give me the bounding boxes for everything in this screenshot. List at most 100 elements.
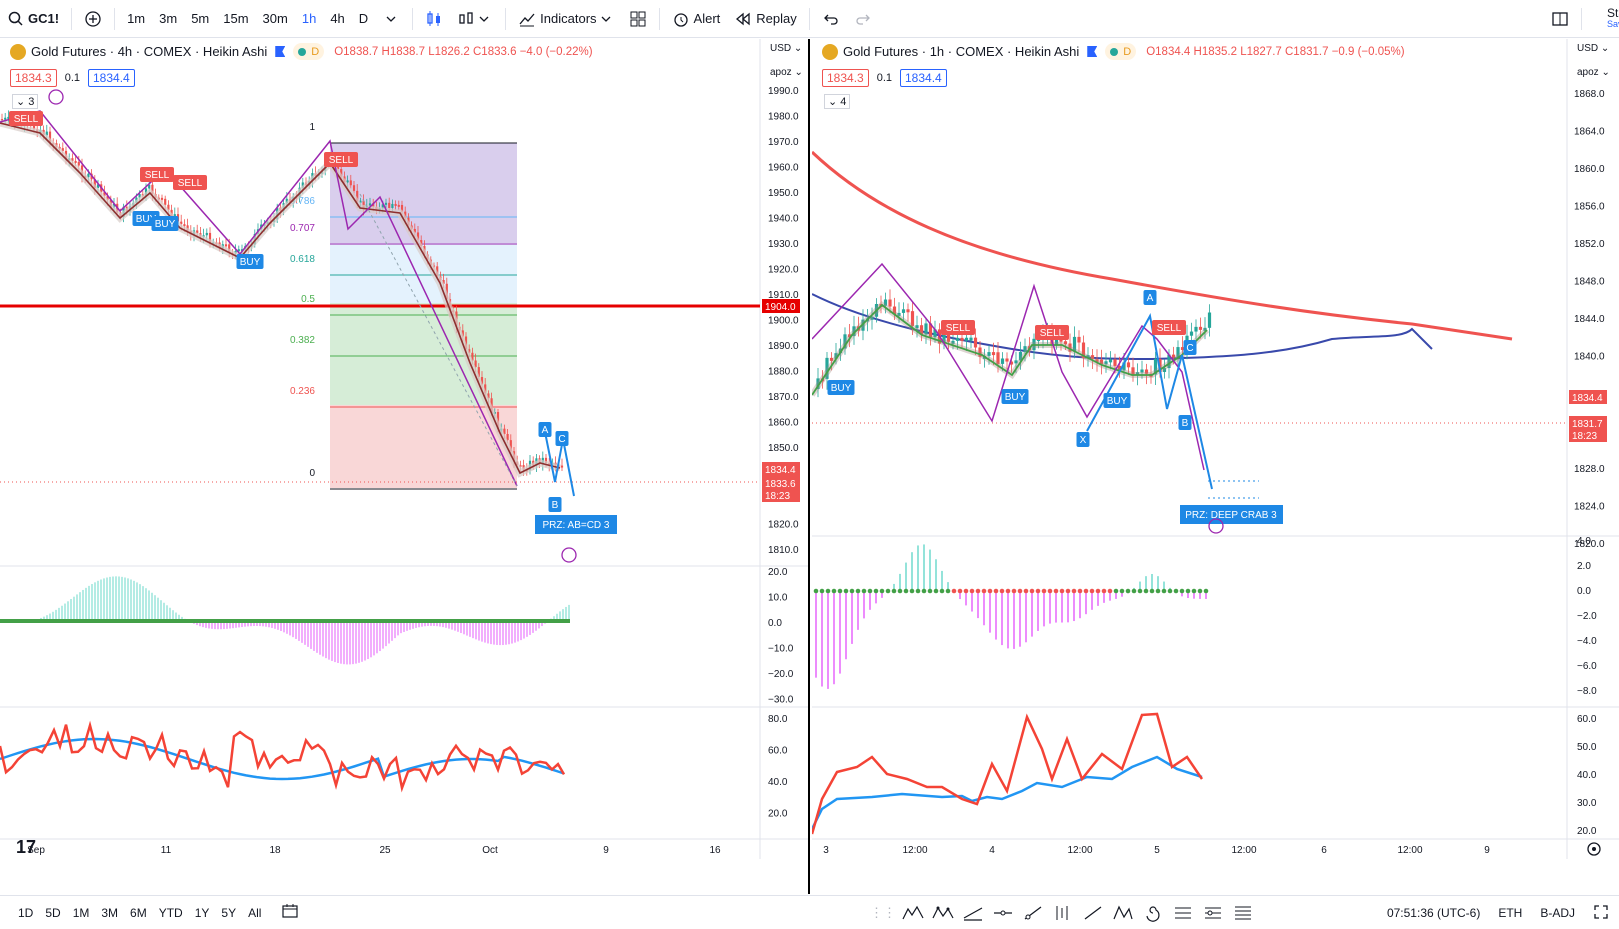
symbol-search[interactable]: GC1! <box>0 0 66 38</box>
drawing-tools: ⋮⋮ <box>868 896 1258 929</box>
xabcd-pattern-tool-icon[interactable] <box>928 899 958 927</box>
time-axis-label: 25 <box>379 845 391 856</box>
sell-price-button[interactable]: 1834.3 <box>10 69 57 87</box>
interval-1h[interactable]: 1h <box>301 11 317 26</box>
gann-tool-icon[interactable] <box>1198 899 1228 927</box>
chart-pane-1h[interactable]: A C X B PRZ: DEEP CRAB 3 SELL SELL SELL BUY BUY BU… <box>812 39 1619 894</box>
sell-signal <box>941 320 975 335</box>
candle <box>228 244 231 253</box>
candles-icon <box>427 10 441 26</box>
candle <box>480 377 484 385</box>
adjustment-toggle[interactable]: B-ADJ <box>1540 906 1575 920</box>
session-toggle[interactable]: ETH <box>1498 906 1523 920</box>
drag-handle-icon[interactable]: ⋮⋮ <box>870 905 896 920</box>
elliott-wave-tool-icon[interactable] <box>898 899 928 927</box>
interval-5m[interactable]: 5m <box>191 11 210 26</box>
price-axis-label: 1870.0 <box>768 392 799 403</box>
delay-badge[interactable]: D <box>1105 43 1137 60</box>
range-3m[interactable]: 3M <box>101 905 119 920</box>
fib-retracement-tool-icon[interactable] <box>1228 899 1258 927</box>
sell-signal-label: SELL <box>329 155 354 166</box>
candle <box>964 337 969 341</box>
interval-d[interactable]: D <box>358 11 369 26</box>
alert-button[interactable]: Alert <box>665 0 728 38</box>
countdown-tag <box>762 488 800 502</box>
price-axis-label: 1828.0 <box>1574 464 1605 475</box>
redo-button[interactable] <box>847 0 879 38</box>
chart-pane-4h[interactable]: 1 0.786 0.707 0.618 0.5 0.382 0.236 0 1904.0 A C B P… <box>0 39 810 894</box>
replay-button[interactable]: Replay <box>727 0 803 38</box>
fullscreen-button[interactable] <box>1593 904 1609 923</box>
trend-lines-tool-icon[interactable] <box>958 899 988 927</box>
macd-signal-dot <box>987 588 993 594</box>
compare-button[interactable] <box>77 0 109 38</box>
candle <box>7 116 10 119</box>
interval-dropdown[interactable] <box>375 0 407 38</box>
currency-selector[interactable]: USD ⌄ <box>770 43 803 54</box>
delay-badge[interactable]: D <box>293 43 325 60</box>
range-5y[interactable]: 5Y <box>221 905 237 920</box>
macd-signal-dot <box>1113 588 1119 594</box>
range-1d[interactable]: 1D <box>18 905 34 920</box>
bars-icon <box>459 11 473 24</box>
pattern-tool-icon[interactable] <box>1108 899 1138 927</box>
divider <box>505 7 507 30</box>
buy-price-button[interactable]: 1834.4 <box>88 69 135 87</box>
scale-mode-selector[interactable]: apoz ⌄ <box>1577 67 1610 78</box>
macd-signal-dot <box>1203 588 1209 594</box>
interval-4h[interactable]: 4h <box>330 11 345 26</box>
macd-signal-dot <box>1149 588 1155 594</box>
chart-canvas-1h[interactable]: A C X B PRZ: DEEP CRAB 3 SELL SELL SELL BUY BUY BU… <box>812 39 1619 894</box>
long-position-tool-icon[interactable] <box>1048 899 1078 927</box>
sell-signal-label: SELL <box>178 178 203 189</box>
buy-price-button[interactable]: 1834.4 <box>900 69 947 87</box>
indicator-collapse-toggle[interactable]: ⌄ 3 <box>12 94 39 109</box>
candle <box>1180 347 1185 351</box>
candle <box>48 131 52 143</box>
fib-level-label: 0.618 <box>290 254 315 265</box>
panel-toggle-button[interactable] <box>1544 0 1576 38</box>
price-range-tool-icon[interactable] <box>1168 899 1198 927</box>
price-axis-label: 1820.0 <box>768 520 799 531</box>
layouts-button[interactable] <box>622 0 654 38</box>
go-to-date-button[interactable] <box>275 903 305 922</box>
indicators-button[interactable]: Indicators <box>511 0 621 38</box>
flag-icon[interactable] <box>1087 46 1098 57</box>
line-tool-icon[interactable] <box>1078 899 1108 927</box>
chart-style-button[interactable] <box>450 0 500 38</box>
ohlc-values: O1838.7 H1838.7 L1826.2 C1833.6 −4.0 (−0… <box>334 46 592 58</box>
range-1y[interactable]: 1Y <box>194 905 210 920</box>
interval-3m[interactable]: 3m <box>159 11 178 26</box>
price-axis-label: 1950.0 <box>768 188 799 199</box>
sell-price-button[interactable]: 1834.3 <box>822 69 869 87</box>
clock-time[interactable]: 07:51:36 (UTC-6) <box>1386 906 1481 920</box>
chart-canvas-4h[interactable]: 1 0.786 0.707 0.618 0.5 0.382 0.236 0 1904.0 AC BP… <box>0 39 810 894</box>
flag-icon[interactable] <box>275 46 286 57</box>
save-button[interactable]: Sta Save <box>1587 0 1619 38</box>
ray-tool-icon[interactable] <box>1018 899 1048 927</box>
candle <box>1005 358 1009 362</box>
range-5d[interactable]: 5D <box>45 905 61 920</box>
range-1m[interactable]: 1M <box>72 905 90 920</box>
currency-selector[interactable]: USD ⌄ <box>1577 43 1610 54</box>
divider <box>412 7 414 30</box>
interval-15m[interactable]: 15m <box>223 11 249 26</box>
range-6m[interactable]: 6M <box>130 905 147 920</box>
interval-30m[interactable]: 30m <box>262 11 288 26</box>
candle <box>96 184 100 189</box>
indicators-label: Indicators <box>540 11 597 26</box>
undo-button[interactable] <box>815 0 847 38</box>
macd-axis-label: −10.0 <box>768 644 794 655</box>
range-all[interactable]: All <box>248 905 262 920</box>
fib-spiral-tool-icon[interactable] <box>1138 899 1168 927</box>
horizontal-line-tool-icon[interactable] <box>988 899 1018 927</box>
scale-mode-selector[interactable]: apoz ⌄ <box>770 67 803 78</box>
range-ytd[interactable]: YTD <box>158 905 183 920</box>
buy-signal <box>1103 393 1131 408</box>
chart-type-button[interactable] <box>418 0 450 38</box>
interval-1m[interactable]: 1m <box>127 11 146 26</box>
indicator-collapse-toggle[interactable]: ⌄ 4 <box>824 94 851 109</box>
macd-signal-dot <box>1047 588 1053 594</box>
candle <box>834 353 838 359</box>
macd-axis-label: −8.0 <box>1577 686 1597 697</box>
